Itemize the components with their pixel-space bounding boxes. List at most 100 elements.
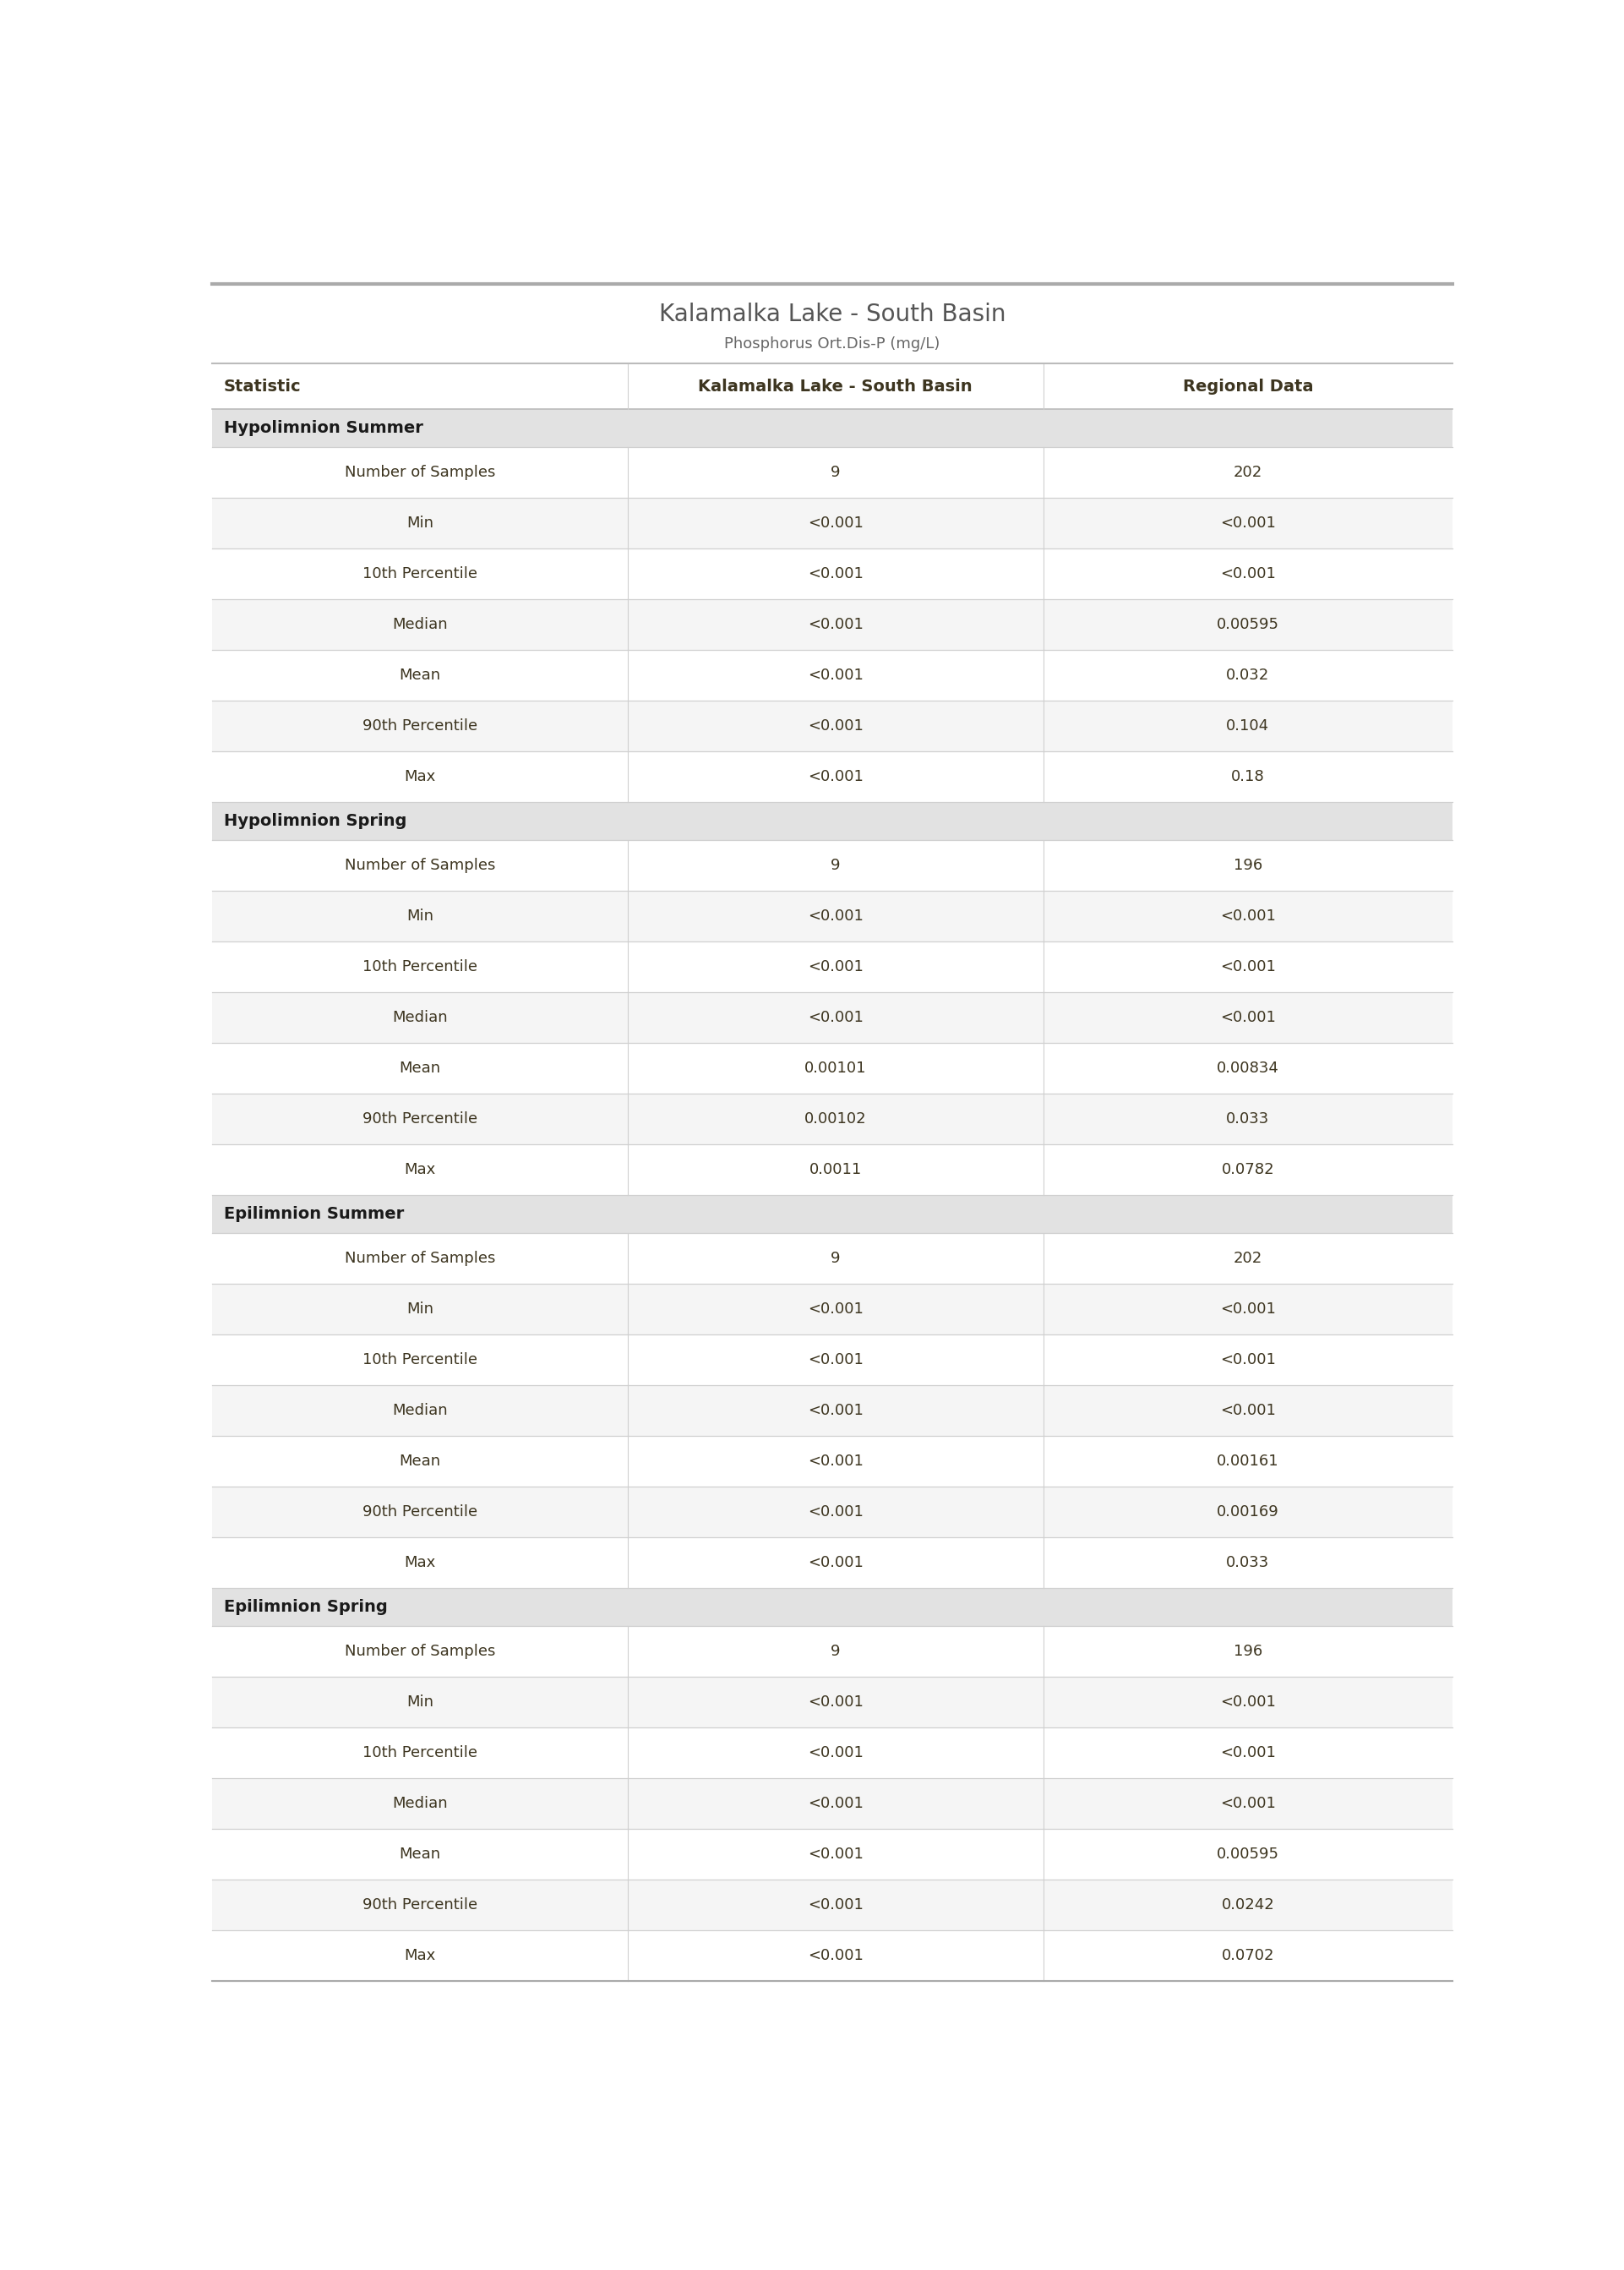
- Bar: [213, 649, 1452, 701]
- Text: <0.001: <0.001: [1220, 1010, 1275, 1026]
- Text: <0.001: <0.001: [1220, 1746, 1275, 1762]
- Text: 10th Percentile: 10th Percentile: [362, 1353, 477, 1367]
- Text: 10th Percentile: 10th Percentile: [362, 1746, 477, 1762]
- Text: <0.001: <0.001: [807, 1301, 864, 1317]
- Text: 90th Percentile: 90th Percentile: [362, 1898, 477, 1914]
- Text: <0.001: <0.001: [807, 1796, 864, 1811]
- Bar: [213, 890, 1452, 942]
- Text: 0.033: 0.033: [1226, 1112, 1270, 1126]
- Text: 0.0702: 0.0702: [1221, 1948, 1275, 1964]
- Text: <0.001: <0.001: [807, 1403, 864, 1419]
- Bar: [213, 701, 1452, 751]
- Text: Mean: Mean: [400, 1848, 440, 1861]
- Text: <0.001: <0.001: [807, 1505, 864, 1519]
- Bar: [213, 549, 1452, 599]
- Text: 9: 9: [830, 1643, 840, 1659]
- Text: Max: Max: [404, 1162, 435, 1178]
- Text: <0.001: <0.001: [807, 770, 864, 785]
- Text: 90th Percentile: 90th Percentile: [362, 1505, 477, 1519]
- Text: <0.001: <0.001: [807, 617, 864, 631]
- Text: <0.001: <0.001: [807, 1746, 864, 1762]
- Bar: [213, 1196, 1452, 1233]
- Text: <0.001: <0.001: [807, 1453, 864, 1469]
- Text: <0.001: <0.001: [1220, 1403, 1275, 1419]
- Text: <0.001: <0.001: [807, 1848, 864, 1861]
- Text: <0.001: <0.001: [1220, 1353, 1275, 1367]
- Text: 0.00161: 0.00161: [1216, 1453, 1278, 1469]
- Text: Min: Min: [406, 1693, 434, 1709]
- Text: 0.18: 0.18: [1231, 770, 1265, 785]
- Text: 0.00595: 0.00595: [1216, 1848, 1280, 1861]
- Text: 0.00595: 0.00595: [1216, 617, 1280, 631]
- Text: <0.001: <0.001: [807, 908, 864, 924]
- Text: 0.00834: 0.00834: [1216, 1060, 1280, 1076]
- Text: Min: Min: [406, 515, 434, 531]
- Text: 0.033: 0.033: [1226, 1555, 1270, 1571]
- Text: 90th Percentile: 90th Percentile: [362, 717, 477, 733]
- Text: Max: Max: [404, 1948, 435, 1964]
- Text: Number of Samples: Number of Samples: [344, 858, 495, 874]
- Text: Max: Max: [404, 1555, 435, 1571]
- Bar: [213, 1727, 1452, 1777]
- Text: 196: 196: [1233, 858, 1262, 874]
- Text: 196: 196: [1233, 1643, 1262, 1659]
- Bar: [213, 1487, 1452, 1537]
- Text: 9: 9: [830, 1251, 840, 1267]
- Text: Regional Data: Regional Data: [1182, 379, 1314, 395]
- Text: Number of Samples: Number of Samples: [344, 1251, 495, 1267]
- Text: 0.0011: 0.0011: [809, 1162, 862, 1178]
- Bar: [213, 992, 1452, 1042]
- Bar: [213, 1437, 1452, 1487]
- Text: Epilimnion Summer: Epilimnion Summer: [224, 1205, 404, 1221]
- Text: Phosphorus Ort.Dis-P (mg/L): Phosphorus Ort.Dis-P (mg/L): [724, 336, 940, 352]
- Text: Number of Samples: Number of Samples: [344, 465, 495, 479]
- Text: Hypolimnion Summer: Hypolimnion Summer: [224, 420, 424, 436]
- Text: 0.0782: 0.0782: [1221, 1162, 1275, 1178]
- Text: Statistic: Statistic: [224, 379, 302, 395]
- Text: <0.001: <0.001: [807, 565, 864, 581]
- Text: Mean: Mean: [400, 1060, 440, 1076]
- Bar: [213, 1830, 1452, 1880]
- Bar: [213, 1335, 1452, 1385]
- Text: Hypolimnion Spring: Hypolimnion Spring: [224, 813, 406, 829]
- Bar: [213, 751, 1452, 801]
- Text: <0.001: <0.001: [1220, 1693, 1275, 1709]
- Text: 0.00102: 0.00102: [804, 1112, 867, 1126]
- Text: Kalamalka Lake - South Basin: Kalamalka Lake - South Basin: [698, 379, 973, 395]
- Text: 0.104: 0.104: [1226, 717, 1270, 733]
- Text: <0.001: <0.001: [807, 960, 864, 974]
- Text: <0.001: <0.001: [807, 1353, 864, 1367]
- Text: <0.001: <0.001: [807, 667, 864, 683]
- Bar: [213, 1283, 1452, 1335]
- Bar: [213, 1625, 1452, 1678]
- Text: Min: Min: [406, 1301, 434, 1317]
- Bar: [213, 599, 1452, 649]
- Text: 9: 9: [830, 858, 840, 874]
- Text: 0.0242: 0.0242: [1221, 1898, 1275, 1914]
- Text: 202: 202: [1233, 465, 1262, 479]
- Text: 202: 202: [1233, 1251, 1262, 1267]
- Text: <0.001: <0.001: [807, 1010, 864, 1026]
- Text: Number of Samples: Number of Samples: [344, 1643, 495, 1659]
- Text: 90th Percentile: 90th Percentile: [362, 1112, 477, 1126]
- Text: <0.001: <0.001: [1220, 908, 1275, 924]
- Text: Median: Median: [391, 617, 448, 631]
- Bar: [213, 1537, 1452, 1589]
- Bar: [213, 840, 1452, 890]
- Text: Max: Max: [404, 770, 435, 785]
- Text: Median: Median: [391, 1010, 448, 1026]
- Text: <0.001: <0.001: [1220, 1301, 1275, 1317]
- Text: Min: Min: [406, 908, 434, 924]
- Bar: [213, 1042, 1452, 1094]
- Bar: [213, 1094, 1452, 1144]
- Bar: [213, 1233, 1452, 1283]
- Text: Median: Median: [391, 1796, 448, 1811]
- Text: 10th Percentile: 10th Percentile: [362, 565, 477, 581]
- Bar: [213, 409, 1452, 447]
- Bar: [213, 1589, 1452, 1625]
- Bar: [213, 497, 1452, 549]
- Text: 0.00169: 0.00169: [1216, 1505, 1280, 1519]
- Text: <0.001: <0.001: [807, 515, 864, 531]
- Text: Mean: Mean: [400, 1453, 440, 1469]
- Bar: [213, 942, 1452, 992]
